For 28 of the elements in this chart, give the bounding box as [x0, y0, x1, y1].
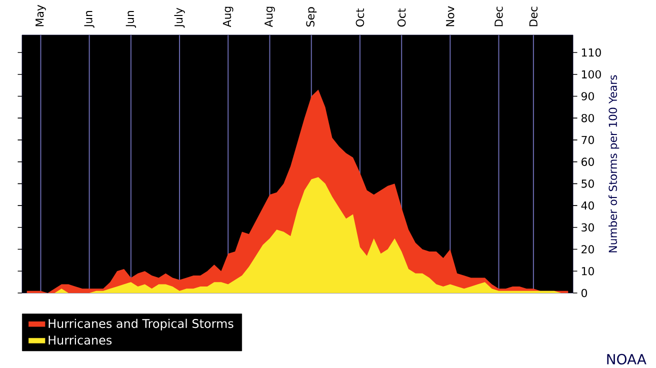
x-tick-label: Dec [529, 6, 538, 26]
x-tick-label: July [174, 8, 185, 28]
y-tick-label: 40 [581, 201, 594, 210]
x-tick-label: Aug [222, 6, 234, 28]
y-tick-label: 80 [582, 114, 594, 122]
y-tick-label: 0 [581, 288, 588, 298]
x-tick-label: Oct [356, 8, 364, 27]
y-tick-label: 10 [582, 267, 594, 276]
y-tick-label: 60 [582, 158, 594, 166]
y-tick-label: 110 [582, 48, 601, 57]
legend-label: Hurricanes [48, 335, 112, 345]
text: NOAA [607, 354, 646, 364]
x-tick-label: Nov [446, 6, 454, 26]
x-tick-label: Jun [126, 11, 136, 28]
y-tick-label: 50 [582, 180, 594, 188]
y-axis-title: Number of Storms per 100 Years [608, 75, 620, 252]
y-tick-label: 70 [582, 136, 594, 144]
x-tick-label: Jun [84, 11, 94, 28]
y-tick-label: 100 [582, 70, 601, 78]
legend-label: Hurricanes and Tropical Storms [48, 318, 234, 330]
y-tick-label: 90 [581, 92, 594, 100]
y-tick-label: 30 [582, 223, 594, 232]
x-tick-label: Dec [494, 6, 503, 26]
x-tick-label: Aug [264, 6, 275, 28]
x-tick-label: Sep [306, 7, 317, 27]
x-tick-label: May [36, 4, 46, 26]
y-tick-label: 20 [582, 245, 594, 254]
x-tick-label: Oct [397, 8, 406, 27]
